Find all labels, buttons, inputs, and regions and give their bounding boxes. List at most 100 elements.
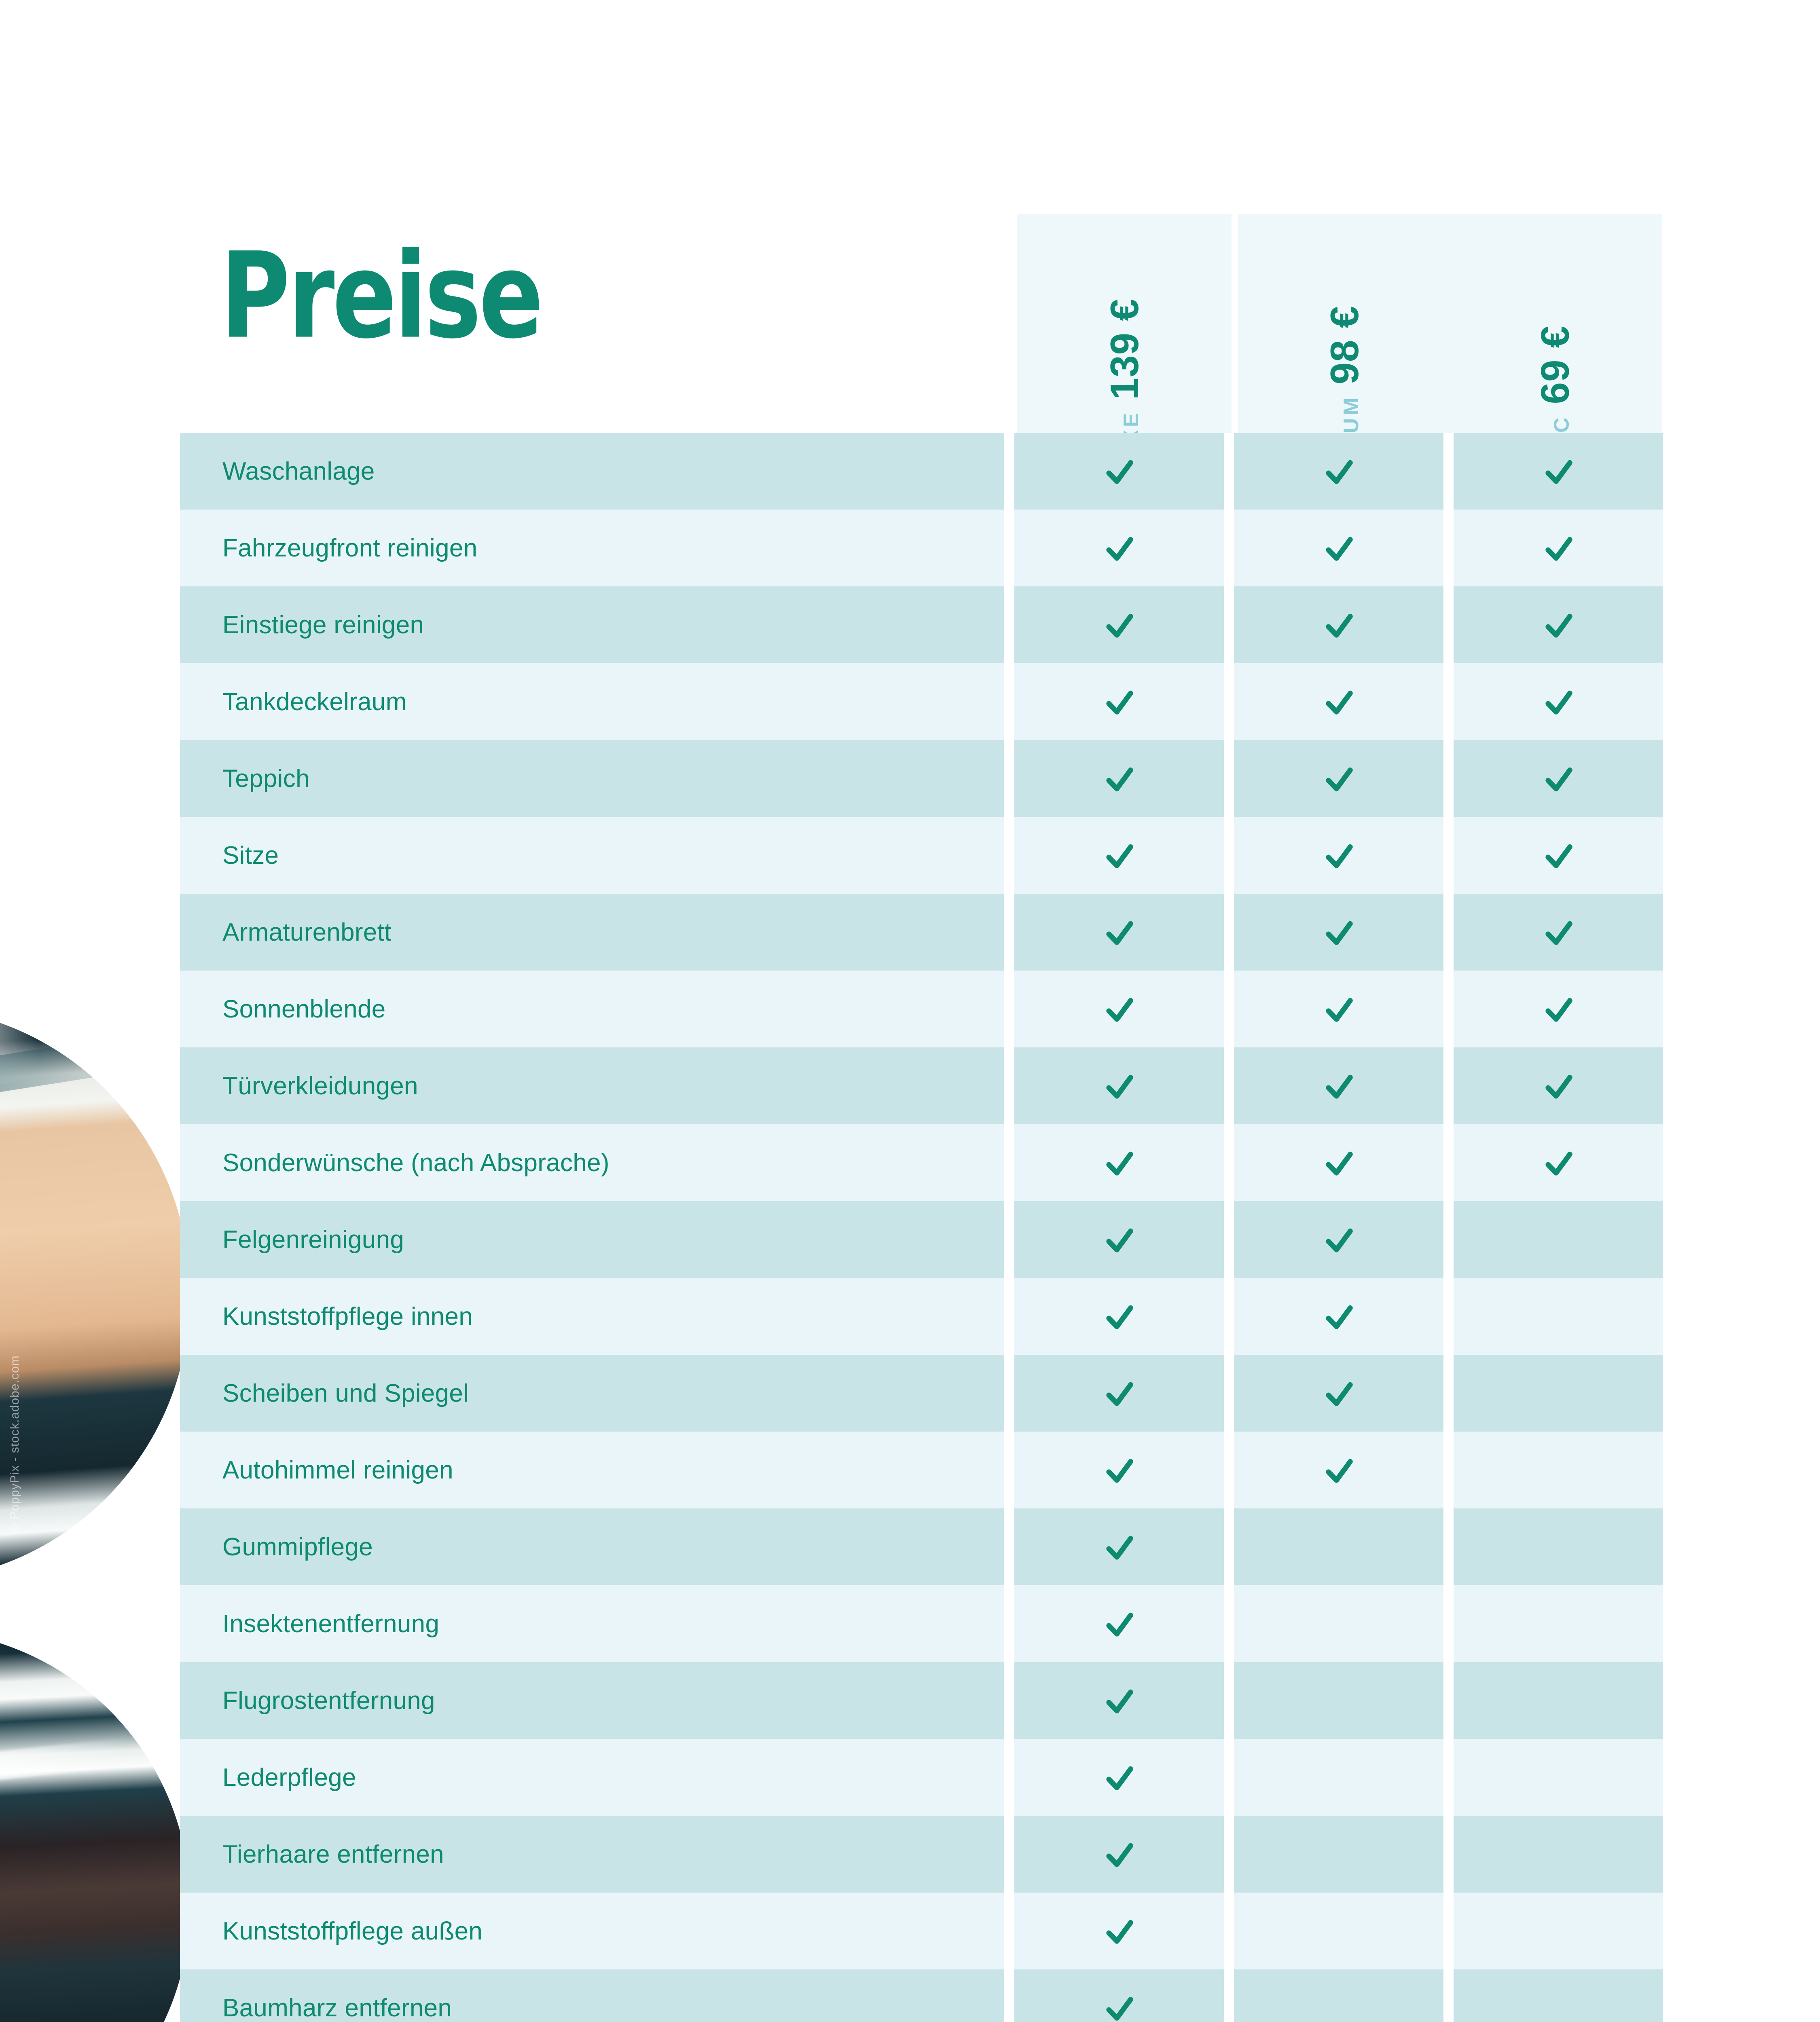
column-gap xyxy=(1223,510,1234,586)
check-cell-basic xyxy=(1453,971,1663,1047)
check-icon xyxy=(1106,844,1133,868)
check-cell-basic xyxy=(1453,586,1663,663)
check-icon xyxy=(1106,1997,1133,2021)
service-label: Sonderwünsche (nach Absprache) xyxy=(222,1148,609,1177)
check-cell-deluxe xyxy=(1014,433,1224,510)
service-label-cell: Einstiege reinigen xyxy=(180,586,1004,663)
column-gap xyxy=(1004,663,1014,740)
column-gap xyxy=(1443,663,1454,740)
table-row: Gummipflege xyxy=(180,1508,1663,1585)
check-icon xyxy=(1106,1228,1133,1252)
check-icon xyxy=(1326,1305,1353,1329)
column-gap xyxy=(1223,1585,1234,1662)
table-row: Flugrostentfernung xyxy=(180,1662,1663,1739)
plan-price-premium: 98 € xyxy=(1322,305,1367,385)
column-gap xyxy=(1004,971,1014,1047)
service-label-cell: Baumharz entfernen xyxy=(180,1969,1004,2022)
column-gap xyxy=(1004,740,1014,817)
column-gap xyxy=(1223,586,1234,663)
check-cell-premium xyxy=(1234,1355,1443,1432)
column-gap xyxy=(1004,1047,1014,1124)
check-icon xyxy=(1106,1843,1133,1867)
check-icon xyxy=(1545,460,1572,484)
check-cell-deluxe xyxy=(1014,1969,1224,2022)
column-strip-deluxe xyxy=(1017,214,1232,433)
column-gap xyxy=(1004,1585,1014,1662)
check-icon xyxy=(1545,1074,1572,1099)
table-row: Einstiege reinigen xyxy=(180,586,1663,663)
table-row: Sitze xyxy=(180,817,1663,894)
column-gap xyxy=(1443,1893,1454,1969)
column-gap xyxy=(1443,1739,1454,1816)
check-cell-deluxe xyxy=(1014,1278,1224,1355)
check-icon xyxy=(1545,1151,1572,1176)
column-gap xyxy=(1223,817,1234,894)
check-icon xyxy=(1326,460,1353,484)
check-cell-premium xyxy=(1234,1278,1443,1355)
check-icon xyxy=(1326,1382,1353,1406)
service-label: Teppich xyxy=(222,764,310,793)
service-label-cell: Autohimmel reinigen xyxy=(180,1432,1004,1508)
column-gap xyxy=(1004,433,1014,510)
service-label-cell: Felgenreinigung xyxy=(180,1201,1004,1278)
check-cell-deluxe xyxy=(1014,1432,1224,1508)
check-cell-basic xyxy=(1453,510,1663,586)
check-icon xyxy=(1326,921,1353,945)
check-cell-basic xyxy=(1453,1893,1663,1969)
table-row: Fahrzeugfront reinigen xyxy=(180,510,1663,586)
column-gap xyxy=(1223,740,1234,817)
plan-price-deluxe: 139 € xyxy=(1102,298,1147,400)
column-gap xyxy=(1004,1355,1014,1432)
service-label: Scheiben und Spiegel xyxy=(222,1379,469,1407)
column-header-premium: PREMIUM 98 € xyxy=(1238,214,1452,514)
check-icon xyxy=(1545,537,1572,561)
check-icon xyxy=(1545,767,1572,791)
table-row: Kunststoffpflege innen xyxy=(180,1278,1663,1355)
decorative-photo-collage xyxy=(0,1007,190,2022)
page-title: Preise xyxy=(220,226,544,365)
service-label: Felgenreinigung xyxy=(222,1225,404,1254)
service-label: Lederpflege xyxy=(222,1763,356,1791)
service-label-cell: Teppich xyxy=(180,740,1004,817)
check-cell-premium xyxy=(1234,1893,1443,1969)
column-gap xyxy=(1443,1047,1454,1124)
check-cell-deluxe xyxy=(1014,1124,1224,1201)
photo-arm-image xyxy=(0,1007,190,1581)
check-icon xyxy=(1106,613,1133,638)
check-cell-deluxe xyxy=(1014,510,1224,586)
column-gap xyxy=(1223,1969,1234,2022)
column-gap xyxy=(1223,1739,1234,1816)
check-cell-basic xyxy=(1453,740,1663,817)
table-row: Tierhaare entfernen xyxy=(180,1816,1663,1893)
service-label-cell: Tankdeckelraum xyxy=(180,663,1004,740)
check-cell-premium xyxy=(1234,817,1443,894)
service-label-cell: Flugrostentfernung xyxy=(180,1662,1004,1739)
service-label-cell: Scheiben und Spiegel xyxy=(180,1355,1004,1432)
check-cell-deluxe xyxy=(1014,1816,1224,1893)
check-icon xyxy=(1106,1766,1133,1790)
check-icon xyxy=(1106,537,1133,561)
check-cell-premium xyxy=(1234,740,1443,817)
service-label: Kunststoffpflege außen xyxy=(222,1917,483,1945)
service-label: Kunststoffpflege innen xyxy=(222,1302,473,1330)
service-label: Einstiege reinigen xyxy=(222,611,424,639)
check-cell-basic xyxy=(1453,1201,1663,1278)
check-icon xyxy=(1106,690,1133,715)
table-row: Armaturenbrett xyxy=(180,894,1663,971)
check-cell-deluxe xyxy=(1014,663,1224,740)
check-icon xyxy=(1545,921,1572,945)
check-icon xyxy=(1106,1920,1133,1944)
check-icon xyxy=(1106,998,1133,1022)
column-gap xyxy=(1223,663,1234,740)
column-gap xyxy=(1443,1278,1454,1355)
check-cell-premium xyxy=(1234,1662,1443,1739)
check-cell-basic xyxy=(1453,1739,1663,1816)
column-gap xyxy=(1223,1432,1234,1508)
check-cell-premium xyxy=(1234,1816,1443,1893)
service-label: Sitze xyxy=(222,841,279,869)
service-label-cell: Waschanlage xyxy=(180,433,1004,510)
column-gap xyxy=(1004,1662,1014,1739)
check-icon xyxy=(1326,1151,1353,1176)
column-gap xyxy=(1004,894,1014,971)
column-gap xyxy=(1443,1432,1454,1508)
